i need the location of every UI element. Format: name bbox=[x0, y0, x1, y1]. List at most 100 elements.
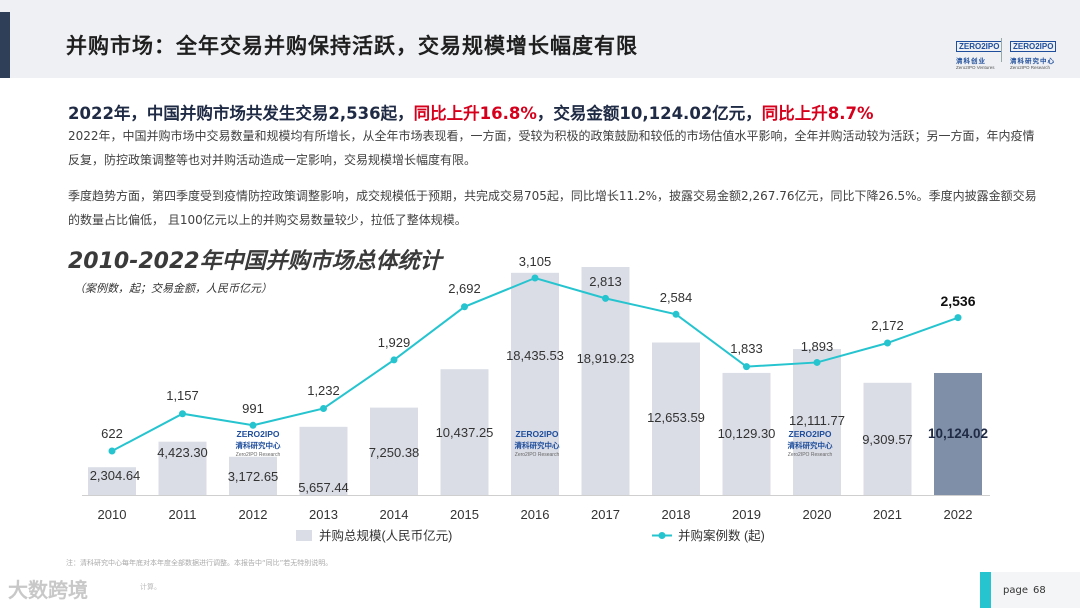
header-accent-bar bbox=[0, 12, 10, 78]
x-tick-label-2020: 2020 bbox=[803, 507, 832, 522]
line-value-label-2020: 1,893 bbox=[801, 339, 834, 354]
line-value-label-2011: 1,157 bbox=[166, 388, 199, 403]
line-value-label-2017: 2,813 bbox=[589, 274, 622, 289]
line-point-2021 bbox=[884, 339, 891, 347]
x-tick-label-2018: 2018 bbox=[662, 507, 691, 522]
bar-2012 bbox=[229, 456, 277, 495]
chart-logo-top-0: ZERO2IPO bbox=[237, 429, 280, 439]
line-value-label-2019: 1,833 bbox=[730, 341, 763, 356]
x-tick-label-2012: 2012 bbox=[239, 507, 268, 522]
bar-value-label-2016: 18,435.53 bbox=[506, 348, 564, 363]
bar-value-label-2020: 12,111.77 bbox=[789, 413, 845, 428]
bar-2019 bbox=[722, 372, 771, 495]
bar-2018 bbox=[652, 342, 700, 495]
line-point-2016 bbox=[531, 274, 539, 282]
bar-2010 bbox=[88, 467, 136, 495]
chart-logo-top-2: ZERO2IPO bbox=[789, 429, 832, 439]
footnote: 计算。 bbox=[140, 583, 161, 591]
bar-value-label-2018: 12,653.59 bbox=[647, 410, 705, 425]
chart-logo-en-0: Zero2IPO Research bbox=[236, 452, 281, 458]
line-value-label-2021: 2,172 bbox=[871, 318, 904, 333]
line-value-label-2014: 1,929 bbox=[378, 335, 411, 350]
line-point-2022 bbox=[954, 314, 962, 322]
line-point-2019 bbox=[743, 363, 750, 371]
paragraph-annual: 2022年，中国并购市场中交易数量和规模均有所增长，从全年市场表现看，一方面，受… bbox=[68, 129, 1035, 167]
x-tick-label-2022: 2022 bbox=[944, 507, 973, 522]
logo-divider bbox=[1001, 38, 1002, 62]
bar-value-label-2015: 10,437.25 bbox=[436, 425, 494, 440]
bar-2013 bbox=[299, 426, 348, 495]
watermark: 大数跨境 bbox=[8, 578, 88, 602]
x-tick-label-2021: 2021 bbox=[873, 507, 902, 522]
legend-label-bars: 并购总规模(人民币亿元) bbox=[319, 528, 452, 543]
note: 注：清科研究中心每年底对本年度全部数据进行调整。本报告中“同比”若无特别说明。 bbox=[66, 559, 333, 567]
line-point-2012 bbox=[249, 421, 257, 429]
line-point-2018 bbox=[672, 310, 680, 318]
chart-logo-top-1: ZERO2IPO bbox=[516, 429, 559, 439]
chart-logo-cn-0: 清科研究中心 bbox=[236, 440, 281, 450]
headline-part3: ，交易金额10,124.02亿元， bbox=[536, 104, 762, 123]
line-point-2015 bbox=[461, 303, 468, 311]
line-value-label-2010: 622 bbox=[101, 426, 123, 441]
chart-logo-en-1: Zero2IPO Research bbox=[515, 452, 560, 458]
page-accent bbox=[980, 572, 991, 608]
page-footer bbox=[980, 572, 1080, 608]
x-tick-label-2017: 2017 bbox=[591, 507, 620, 522]
line-point-2013 bbox=[320, 404, 327, 412]
line-point-2010 bbox=[108, 447, 116, 455]
x-tick-label-2016: 2016 bbox=[521, 507, 550, 522]
line-point-2017 bbox=[602, 294, 609, 302]
bar-value-label-2021: 9,309.57 bbox=[862, 432, 913, 447]
x-tick-label-2019: 2019 bbox=[732, 507, 761, 522]
line-value-label-2013: 1,232 bbox=[307, 383, 340, 398]
bar-value-label-2019: 10,129.30 bbox=[718, 426, 776, 441]
bar-value-label-2012: 3,172.65 bbox=[228, 469, 279, 484]
bar-value-label-2010: 2,304.64 bbox=[90, 468, 141, 483]
x-tick-label-2013: 2013 bbox=[309, 507, 338, 522]
bar-2017 bbox=[581, 267, 630, 495]
line-point-2014 bbox=[390, 356, 398, 364]
chart-title: 2010-2022年中国并购市场总体统计 bbox=[68, 249, 442, 274]
paragraph-quarterly: 季度趋势方面，第四季度受到疫情防控政策调整影响，成交规模低于预期，共完成交易70… bbox=[68, 189, 1037, 227]
bar-value-label-2022: 10,124.02 bbox=[928, 426, 988, 441]
bar-2021 bbox=[863, 382, 912, 495]
headline: 2022年，中国并购市场共发生交易2,536起，同比上升16.8%，交易金额10… bbox=[68, 100, 874, 124]
bar-2011 bbox=[158, 441, 207, 495]
x-tick-label-2015: 2015 bbox=[450, 507, 479, 522]
x-tick-label-2010: 2010 bbox=[98, 507, 127, 522]
bar-2015 bbox=[440, 369, 489, 495]
bar-value-label-2011: 4,423.30 bbox=[157, 445, 208, 460]
headline-part1: 2022年，中国并购市场共发生交易2,536起， bbox=[68, 104, 414, 123]
line-value-label-2022: 2,536 bbox=[940, 293, 975, 309]
bar-2022 bbox=[934, 372, 982, 495]
page-label: page bbox=[1003, 585, 1028, 596]
bar-2020 bbox=[793, 349, 841, 495]
bar-value-label-2013: 5,657.44 bbox=[298, 480, 349, 495]
chart-logo-cn-2: 清科研究中心 bbox=[788, 440, 833, 450]
bar-2014 bbox=[370, 407, 418, 495]
page-title: 并购市场：全年交易并购保持活跃，交易规模增长幅度有限 bbox=[66, 34, 638, 58]
bar-value-label-2014: 7,250.38 bbox=[369, 445, 420, 460]
headline-part2: 同比上升16.8% bbox=[413, 104, 537, 123]
line-value-label-2012: 991 bbox=[242, 401, 264, 416]
zero2ipo-research-logo: ZERO2IPO 清科研究中心 Zero2IPO Research bbox=[1010, 41, 1057, 70]
legend-swatch-bars bbox=[296, 530, 312, 541]
chart-logo-en-2: Zero2IPO Research bbox=[788, 452, 833, 458]
chart-logo-cn-1: 清科研究中心 bbox=[515, 440, 560, 450]
line-value-label-2018: 2,584 bbox=[660, 290, 693, 305]
bar-2016 bbox=[511, 272, 559, 495]
line-value-label-2016: 3,105 bbox=[519, 254, 552, 269]
chart-subtitle: （案例数，起；交易金额，人民币亿元） bbox=[74, 282, 272, 295]
header-band bbox=[0, 0, 1080, 78]
headline-part4: 同比上升8.7% bbox=[761, 104, 874, 123]
line-point-2020 bbox=[813, 358, 821, 366]
legend-label-line: 并购案例数 (起) bbox=[678, 528, 765, 543]
x-tick-label-2011: 2011 bbox=[169, 507, 197, 522]
x-tick-label-2014: 2014 bbox=[380, 507, 409, 522]
bar-value-label-2017: 18,919.23 bbox=[577, 351, 635, 366]
page-number: 68 bbox=[1033, 585, 1046, 596]
legend-swatch-line-marker bbox=[658, 532, 666, 539]
line-value-label-2015: 2,692 bbox=[448, 281, 481, 296]
line-point-2011 bbox=[179, 410, 186, 418]
